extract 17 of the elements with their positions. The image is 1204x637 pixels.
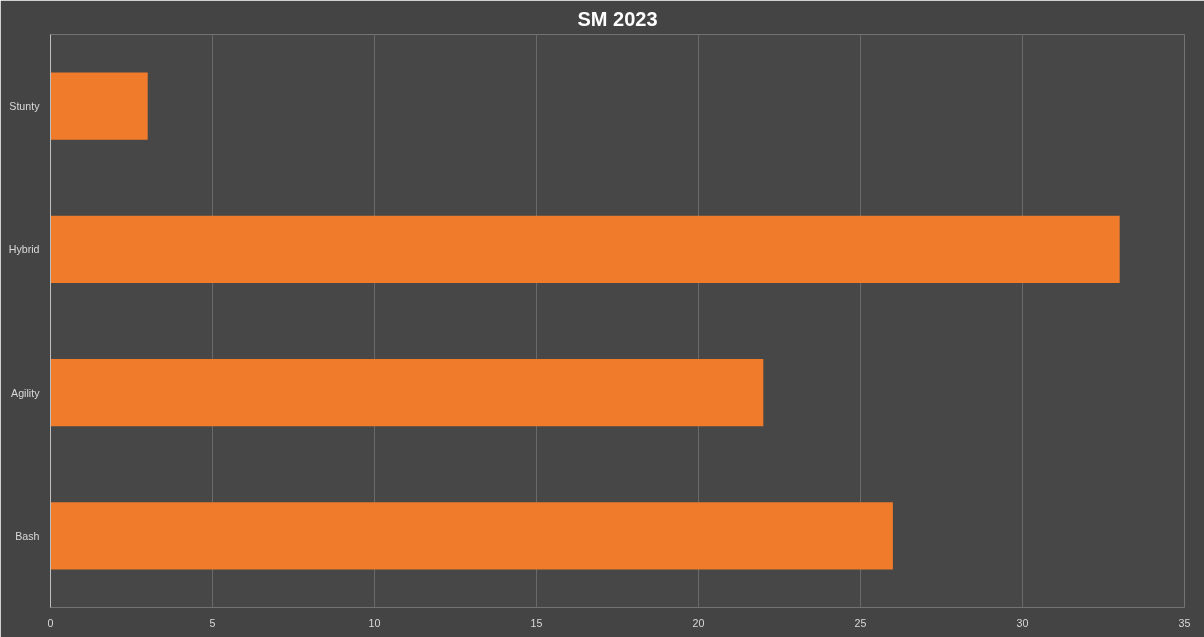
x-tick-label: 15 [530, 616, 543, 629]
y-tick-label: Agility [11, 386, 41, 399]
bar [50, 358, 764, 427]
y-tick-label: Bash [15, 529, 40, 542]
x-tick-label: 30 [1016, 616, 1029, 629]
bar [50, 72, 148, 140]
bar [50, 502, 893, 570]
bar [50, 215, 1120, 284]
x-tick-label: 0 [47, 616, 54, 629]
chart-title: SM 2023 [577, 7, 658, 30]
x-tick-label: 20 [692, 616, 705, 629]
y-tick-label: Hybrid [8, 243, 40, 256]
x-tick-label: 5 [209, 616, 216, 629]
y-tick-label: Stunty [9, 100, 41, 113]
x-tick-label: 10 [368, 616, 381, 629]
x-tick-label: 35 [1178, 616, 1191, 629]
x-tick-label: 25 [854, 616, 867, 629]
